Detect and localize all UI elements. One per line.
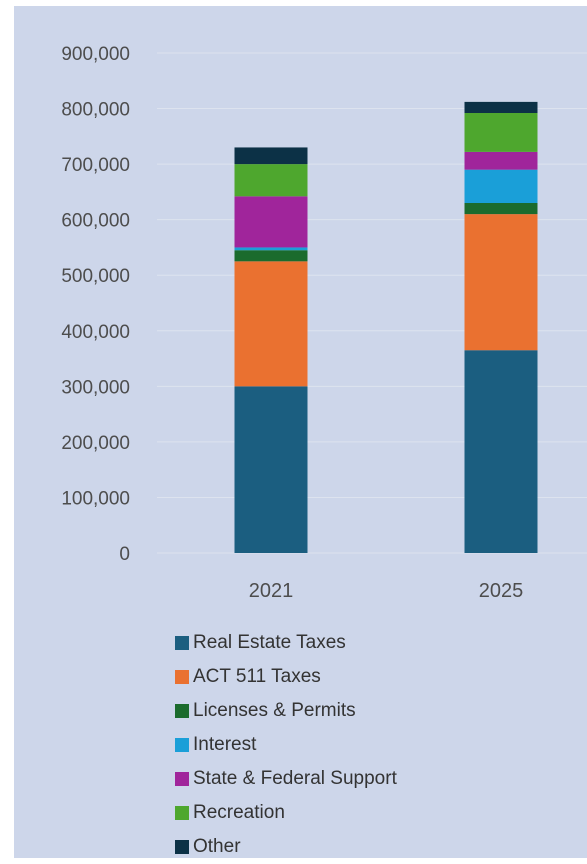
legend-item: Real Estate Taxes bbox=[175, 626, 397, 660]
legend-item: Other bbox=[175, 830, 397, 864]
y-tick-label: 200,000 bbox=[61, 433, 130, 454]
bar-segment bbox=[464, 169, 538, 203]
x-tick-label: 2025 bbox=[479, 580, 524, 602]
legend-swatch bbox=[175, 670, 189, 684]
y-tick-label: 800,000 bbox=[61, 100, 130, 121]
y-tick-label: 500,000 bbox=[61, 266, 130, 287]
bar-segment bbox=[234, 196, 308, 248]
legend-label: State & Federal Support bbox=[193, 768, 397, 789]
bar-segment bbox=[464, 214, 538, 351]
bar-segment bbox=[464, 350, 538, 553]
legend-swatch bbox=[175, 704, 189, 718]
bar-segment bbox=[234, 164, 308, 197]
bar-segment bbox=[464, 203, 538, 215]
bar-segment bbox=[234, 147, 308, 165]
bar-segment bbox=[464, 101, 538, 113]
legend-label: Recreation bbox=[193, 802, 285, 823]
bar-segment bbox=[234, 247, 308, 251]
y-tick-label: 900,000 bbox=[61, 44, 130, 65]
stacked-bar-chart: 0 100,000 200,000 300,000 400,000 500,000 600,… bbox=[61, 44, 587, 602]
bar-segment bbox=[464, 113, 538, 152]
chart-panel: 0 100,000 200,000 300,000 400,000 500,000 600,… bbox=[14, 6, 587, 858]
legend-item: ACT 511 Taxes bbox=[175, 660, 397, 694]
x-axis-ticks: 2021 2025 bbox=[249, 580, 524, 602]
legend-swatch bbox=[175, 636, 189, 650]
legend-swatch bbox=[175, 806, 189, 820]
legend-item: Interest bbox=[175, 728, 397, 762]
y-tick-label: 600,000 bbox=[61, 211, 130, 232]
legend-item: State & Federal Support bbox=[175, 762, 397, 796]
bar-segment bbox=[234, 386, 308, 553]
y-tick-label: 100,000 bbox=[61, 488, 130, 509]
bar-segment bbox=[234, 261, 308, 387]
legend-label: Real Estate Taxes bbox=[193, 632, 346, 653]
x-tick-label: 2021 bbox=[249, 580, 294, 602]
bar-segment bbox=[464, 151, 538, 170]
legend-label: ACT 511 Taxes bbox=[193, 666, 321, 687]
legend-swatch bbox=[175, 840, 189, 854]
y-axis-ticks: 0 100,000 200,000 300,000 400,000 500,000 600,… bbox=[61, 44, 130, 565]
y-tick-label: 0 bbox=[119, 544, 130, 565]
y-tick-label: 300,000 bbox=[61, 377, 130, 398]
y-tick-label: 400,000 bbox=[61, 322, 130, 343]
legend-label: Interest bbox=[193, 734, 257, 755]
legend-item: Recreation bbox=[175, 796, 397, 830]
bars bbox=[234, 101, 538, 553]
bar-segment bbox=[234, 250, 308, 262]
legend-swatch bbox=[175, 738, 189, 752]
y-tick-label: 700,000 bbox=[61, 155, 130, 176]
legend: Real Estate Taxes ACT 511 Taxes Licenses &… bbox=[175, 626, 397, 864]
legend-label: Other bbox=[193, 836, 241, 857]
legend-item: Licenses & Permits bbox=[175, 694, 397, 728]
gridlines bbox=[157, 52, 587, 554]
legend-label: Licenses & Permits bbox=[193, 700, 356, 721]
legend-swatch bbox=[175, 772, 189, 786]
